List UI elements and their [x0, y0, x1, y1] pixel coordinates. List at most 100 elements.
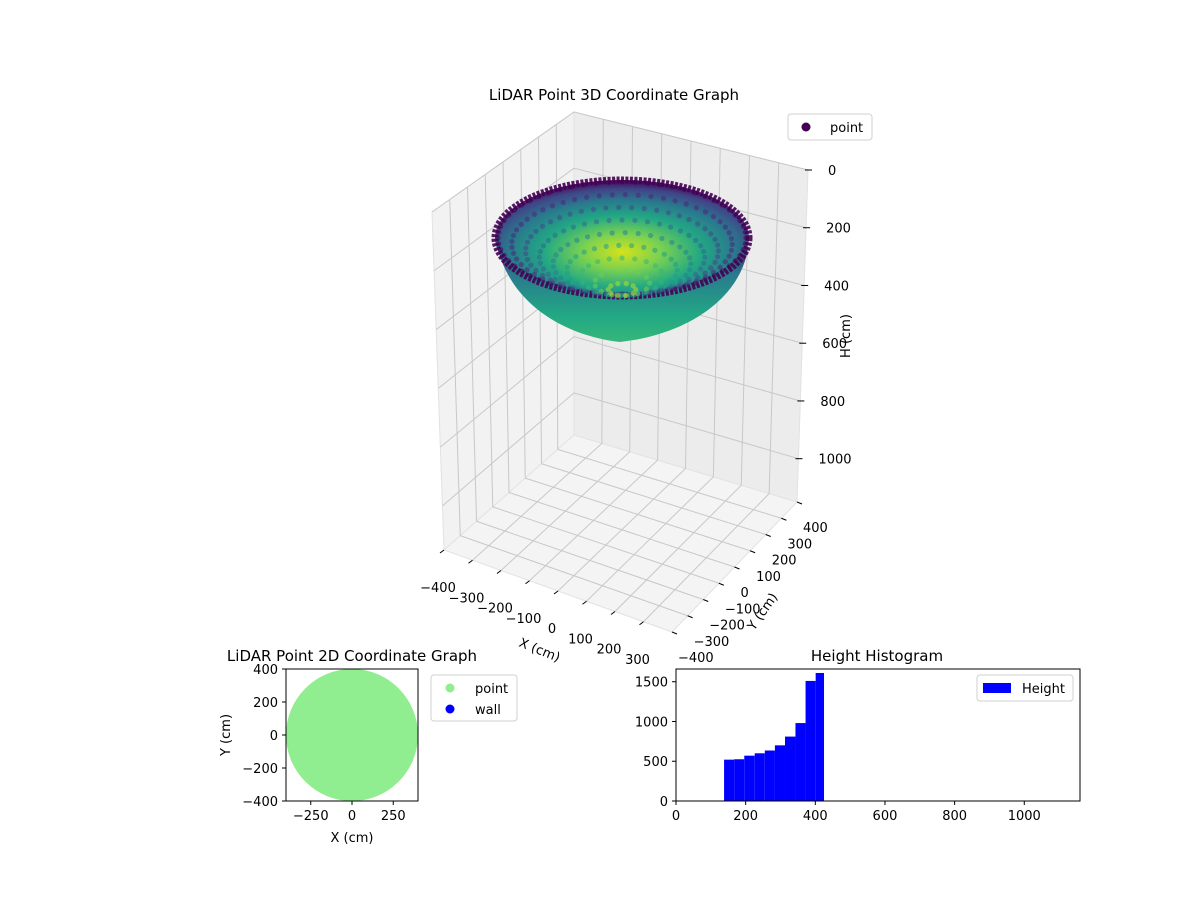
y-tick-mark	[749, 550, 756, 554]
bowl-point	[553, 252, 559, 258]
bowl-point	[633, 286, 639, 293]
bowl-point	[698, 266, 704, 272]
bowl-point	[657, 182, 663, 188]
bowl-point	[523, 245, 529, 251]
bowl-point	[495, 235, 501, 241]
bowl-point	[584, 234, 591, 240]
x-tick-mark	[639, 621, 644, 626]
bowl-point	[536, 254, 542, 260]
x-tick-mark	[525, 580, 530, 585]
bowl-inner	[495, 180, 749, 296]
bowl-point	[667, 224, 674, 230]
y-tick-label: 400	[803, 521, 828, 536]
histogram-legend: Height	[976, 674, 1074, 702]
grid-line	[740, 155, 750, 486]
chart-3d-title: LiDAR Point 3D Coordinate Graph	[489, 86, 739, 104]
y-tick-label: −400	[678, 651, 714, 666]
bowl-point	[531, 211, 537, 217]
y-tick-label: −300	[694, 635, 730, 650]
bowl-point	[701, 248, 707, 255]
bowl-point	[686, 232, 692, 238]
bowl-point	[596, 193, 602, 199]
grid-3d	[431, 111, 809, 623]
bowl-point	[648, 289, 654, 295]
bowl-point	[501, 218, 507, 224]
grid-line	[541, 463, 766, 535]
bowl-point	[546, 190, 552, 196]
bowl-point	[510, 250, 517, 256]
bowl-point	[512, 263, 518, 269]
bowl-point	[518, 221, 524, 227]
bowl-point	[524, 216, 530, 222]
bowl-point	[606, 256, 612, 262]
bowl-point	[674, 267, 680, 273]
bowl-point	[635, 270, 641, 276]
grid-line	[440, 336, 801, 448]
bowl-point	[645, 180, 651, 186]
bowl-point	[686, 216, 692, 223]
y-tick-label-2d: 400	[253, 663, 278, 678]
bowl-point	[533, 267, 539, 274]
grid-line	[508, 492, 735, 568]
bowl-point	[513, 227, 520, 233]
y-tick-mark	[703, 599, 709, 602]
x-ticks-2d: −250 0 250	[293, 801, 406, 824]
bowl-point	[540, 266, 546, 272]
histogram-title: Height Histogram	[811, 647, 943, 665]
legend-entry-point: point	[830, 121, 863, 136]
x-tick-label-hist: 200	[733, 809, 758, 824]
bowl-point	[603, 243, 609, 249]
grid-line	[643, 493, 770, 623]
grid-line	[768, 162, 780, 494]
x-tick-label-2d: 0	[348, 809, 356, 824]
bowl-point	[677, 244, 683, 250]
y-tick-label-2d: 0	[270, 729, 278, 744]
bowl-point	[496, 229, 502, 235]
bowl-point	[512, 207, 518, 213]
bowl-point	[596, 231, 603, 237]
histogram-bar	[805, 680, 816, 801]
bowl-point	[581, 285, 587, 291]
bowl-point	[519, 202, 525, 208]
bowl-point	[609, 268, 615, 275]
bowl-point	[585, 285, 592, 291]
bowl-point	[742, 241, 748, 247]
bowl-point	[568, 184, 575, 190]
bowl-point	[726, 230, 732, 236]
x-tick-label: −200	[477, 602, 513, 617]
y-tick-mark	[687, 615, 693, 619]
bowl-point	[632, 179, 638, 185]
chart-3d: LiDAR Point 3D Coordinate Graph −400−300…	[420, 86, 873, 668]
bowl-point	[573, 253, 579, 260]
chart-2d-legend: point wall	[430, 674, 518, 722]
bowl-point	[560, 281, 567, 287]
bowl-point	[740, 223, 746, 229]
grid-line	[431, 111, 809, 213]
y-tick-label: −200	[709, 619, 745, 634]
y-tick-label-2d: −200	[242, 762, 278, 777]
bowl-point	[677, 228, 684, 234]
bowl-point	[732, 212, 738, 218]
bowl-point	[702, 254, 708, 260]
bowl-point	[578, 274, 584, 280]
bowl-point	[518, 261, 524, 268]
bowl-point	[710, 214, 717, 220]
y-ticks-histogram: 0 500 1000 1500	[635, 676, 676, 810]
z-ticks-3d: 0 200 400 600 800 1000	[795, 164, 852, 468]
histogram-bar	[795, 723, 806, 801]
bowl-point	[622, 268, 628, 274]
y-tick-mark	[671, 631, 678, 635]
chart-2d-xlabel: X (cm)	[331, 831, 374, 846]
bowl-point	[652, 247, 658, 253]
bowl-point	[715, 248, 722, 254]
x-ticks-histogram: 0 200 400 600 800 1000	[672, 801, 1041, 824]
z-tick-label: 400	[824, 279, 849, 294]
bowl-point	[648, 232, 654, 239]
histogram-bar	[724, 759, 735, 801]
bowl-point	[510, 233, 517, 239]
legend-wall-marker	[445, 704, 455, 714]
y-tick-mark	[796, 501, 803, 505]
